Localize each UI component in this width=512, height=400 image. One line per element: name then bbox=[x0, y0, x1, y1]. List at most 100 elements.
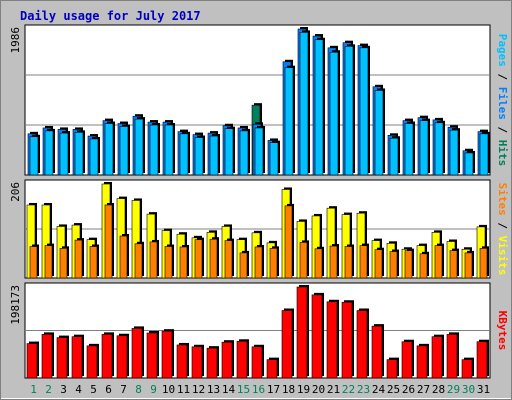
bar-pages-day-2 bbox=[44, 128, 55, 176]
bar-pages-day-31 bbox=[479, 131, 490, 176]
bar-kbytes-day-17-fill bbox=[266, 359, 278, 379]
bar-sites-day-11-fill bbox=[179, 246, 188, 279]
bar-kbytes-day-27 bbox=[416, 343, 429, 379]
bar-sites-day-27 bbox=[419, 251, 429, 279]
bar-pages-day-21-fill bbox=[329, 51, 339, 176]
bar-sites-day-16 bbox=[254, 244, 264, 279]
bar-pages-day-15 bbox=[239, 128, 250, 176]
bar-pages-day-15-fill bbox=[239, 130, 249, 176]
bar-sites-day-1-fill bbox=[29, 246, 38, 279]
bar-sites-day-3 bbox=[59, 246, 69, 279]
bar-sites-day-22 bbox=[344, 244, 354, 279]
bar-pages-day-4 bbox=[74, 130, 85, 176]
x-tick-label-28: 28 bbox=[432, 383, 445, 396]
x-tick-label-20: 20 bbox=[312, 383, 325, 396]
bar-pages-day-19 bbox=[299, 30, 310, 176]
x-tick-label-2: 2 bbox=[45, 383, 52, 396]
bar-sites-day-21 bbox=[329, 244, 339, 279]
legend-separator: / bbox=[496, 216, 509, 236]
bar-sites-day-12-fill bbox=[194, 239, 203, 279]
bar-sites-day-4-fill bbox=[74, 239, 83, 279]
bar-kbytes-day-24-fill bbox=[371, 325, 383, 379]
bar-kbytes-day-26 bbox=[401, 339, 414, 379]
bar-pages-day-9 bbox=[149, 123, 160, 176]
bar-pages-day-24 bbox=[374, 88, 385, 176]
bar-pages-day-22-fill bbox=[344, 46, 354, 176]
bar-kbytes-day-25 bbox=[386, 357, 399, 379]
bar-sites-day-9 bbox=[149, 239, 159, 279]
bar-kbytes-day-4-fill bbox=[71, 336, 83, 379]
bar-pages-day-14 bbox=[224, 126, 235, 176]
bar-sites-day-2 bbox=[44, 243, 54, 279]
x-tick-label-16: 16 bbox=[252, 383, 265, 396]
bar-sites-day-6-fill bbox=[104, 204, 113, 279]
bar-pages-day-10-fill bbox=[164, 124, 174, 176]
bar-sites-day-14-fill bbox=[224, 240, 233, 279]
legend-hits-files-pages: Pages / Files / Hits bbox=[496, 34, 509, 167]
x-tick-label-13: 13 bbox=[207, 383, 220, 396]
bar-pages-day-18 bbox=[284, 65, 295, 176]
bar-sites-day-9-fill bbox=[149, 241, 158, 279]
bar-sites-day-28-fill bbox=[434, 245, 443, 279]
bar-kbytes-day-10-fill bbox=[161, 330, 173, 379]
bar-pages-day-7-fill bbox=[119, 126, 129, 176]
bar-pages-day-28 bbox=[434, 120, 445, 176]
bar-sites-day-25 bbox=[389, 249, 399, 279]
bar-pages-day-13-fill bbox=[209, 135, 219, 176]
bar-sites-day-28 bbox=[434, 243, 444, 279]
bar-sites-day-24 bbox=[374, 247, 384, 279]
legend-entry-visits: Visits bbox=[496, 236, 509, 276]
bar-pages-day-19-fill bbox=[299, 32, 309, 176]
bar-pages-day-2-fill bbox=[44, 130, 54, 176]
bar-kbytes-day-26-fill bbox=[401, 341, 413, 379]
bar-pages-day-27-fill bbox=[419, 120, 429, 176]
x-tick-label-31: 31 bbox=[477, 383, 490, 396]
bar-sites-day-10 bbox=[164, 244, 174, 279]
x-tick-label-14: 14 bbox=[222, 383, 236, 396]
x-tick-label-7: 7 bbox=[120, 383, 127, 396]
x-tick-label-21: 21 bbox=[327, 383, 340, 396]
bar-pages-day-29 bbox=[449, 128, 460, 176]
bar-sites-day-26-fill bbox=[404, 250, 413, 279]
bar-kbytes-day-19-fill bbox=[296, 286, 308, 379]
x-tick-label-8: 8 bbox=[135, 383, 142, 396]
bar-sites-day-31-fill bbox=[479, 248, 488, 279]
bar-sites-day-12 bbox=[194, 237, 204, 279]
bar-pages-day-6 bbox=[104, 121, 115, 176]
bar-sites-day-23 bbox=[359, 243, 369, 279]
bar-sites-day-27-fill bbox=[419, 253, 428, 279]
legend-visits-sites: Sites / Visits bbox=[496, 183, 509, 276]
bar-pages-day-11 bbox=[179, 131, 190, 176]
bar-kbytes-day-13 bbox=[206, 346, 219, 379]
bar-kbytes-day-28-fill bbox=[431, 336, 443, 379]
bar-pages-day-31-fill bbox=[479, 133, 489, 176]
bar-kbytes-day-13-fill bbox=[206, 347, 218, 379]
x-tick-label-27: 27 bbox=[417, 383, 430, 396]
bar-pages-day-11-fill bbox=[179, 133, 189, 176]
x-tick-label-24: 24 bbox=[372, 383, 386, 396]
x-tick-label-9: 9 bbox=[150, 383, 157, 396]
bar-pages-day-25 bbox=[389, 136, 400, 176]
bar-kbytes-day-9 bbox=[146, 330, 159, 379]
bar-kbytes-day-20 bbox=[311, 292, 324, 379]
bar-sites-day-19-fill bbox=[299, 242, 308, 279]
bar-kbytes-day-2 bbox=[41, 332, 54, 379]
bar-kbytes-day-7-fill bbox=[116, 335, 128, 379]
bar-sites-day-30-fill bbox=[464, 252, 473, 279]
bar-kbytes-day-5 bbox=[86, 343, 99, 379]
bar-pages-day-3 bbox=[59, 131, 70, 176]
bar-kbytes-day-15 bbox=[236, 339, 249, 379]
legend-separator: / bbox=[496, 67, 509, 87]
bar-kbytes-day-15-fill bbox=[236, 340, 248, 379]
bar-kbytes-day-8-fill bbox=[131, 328, 143, 379]
bar-pages-day-16-fill bbox=[254, 127, 264, 176]
bar-pages-day-5 bbox=[89, 136, 100, 176]
bar-kbytes-day-9-fill bbox=[146, 332, 158, 379]
bar-pages-day-8 bbox=[134, 117, 145, 176]
bar-pages-day-23-fill bbox=[359, 47, 369, 176]
bar-pages-day-10 bbox=[164, 123, 175, 176]
x-tick-label-15: 15 bbox=[237, 383, 250, 396]
bar-pages-day-22 bbox=[344, 44, 355, 176]
bar-pages-day-30 bbox=[464, 150, 475, 176]
